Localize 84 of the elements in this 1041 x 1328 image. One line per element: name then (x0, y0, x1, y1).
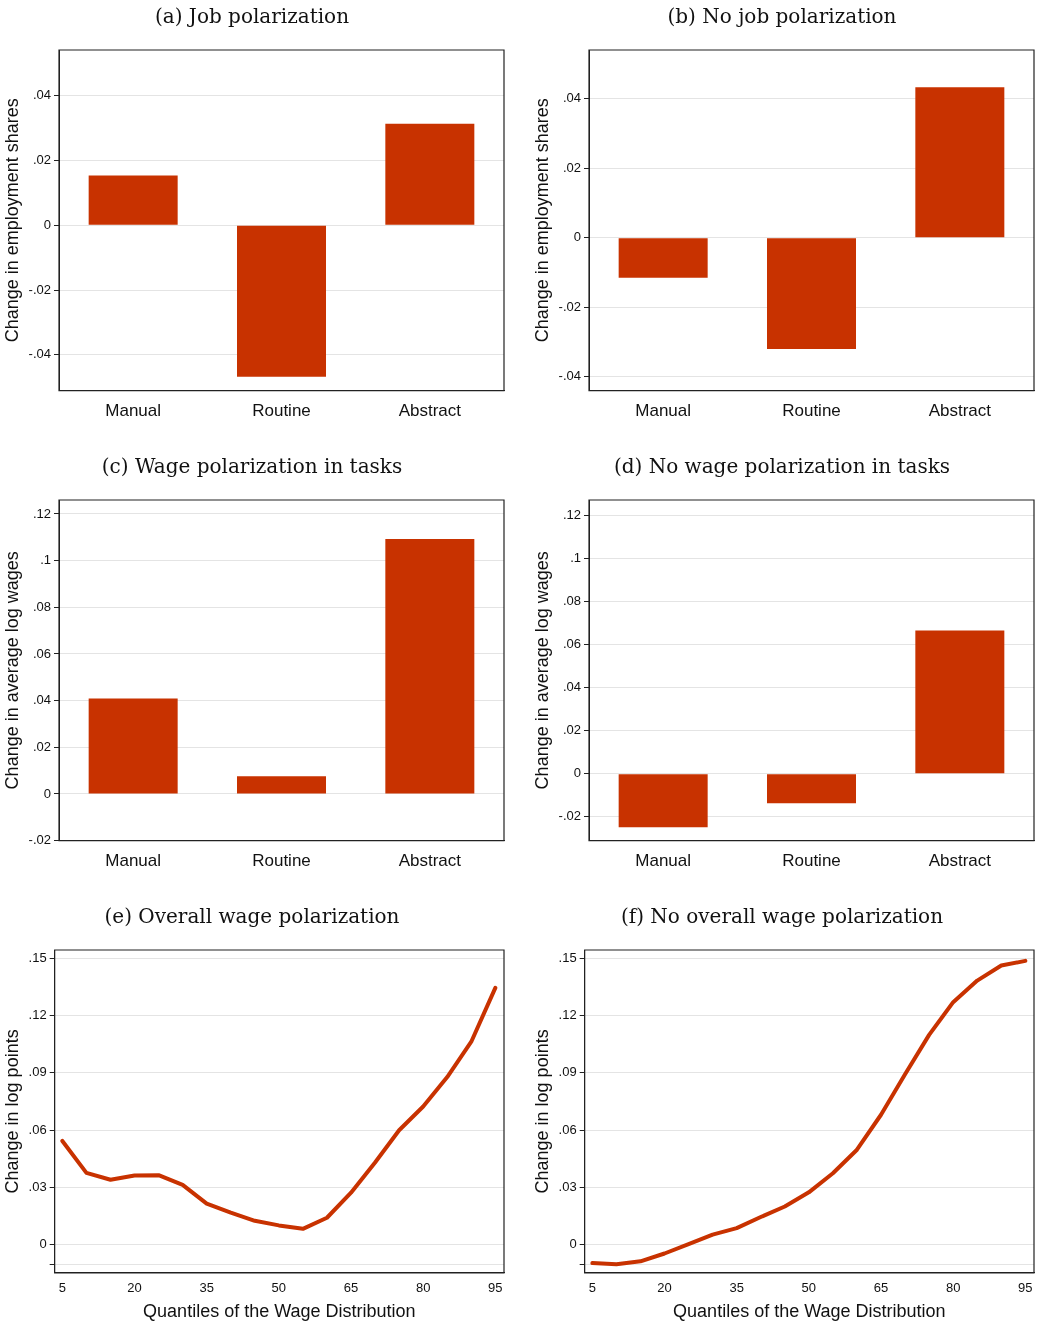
bar (88, 175, 178, 225)
chart-title: (b) No job polarization (667, 4, 897, 29)
y-axis-title: Change in log points (531, 1029, 552, 1194)
y-tick-label: .04 (32, 86, 51, 102)
y-axis-title: Change in employment shares (531, 98, 552, 343)
y-tick-label: .02 (562, 159, 581, 175)
y-tick-label: 0 (43, 785, 51, 801)
x-axis-title: Quantiles of the Wage Distribution (143, 1301, 416, 1322)
bar (237, 225, 326, 377)
x-tick-label: 50 (801, 1280, 817, 1296)
y-tick-label: .15 (28, 949, 47, 965)
y-tick-label: 0 (573, 765, 581, 781)
chart-title: (c) Wage polarization in tasks (101, 454, 403, 479)
y-axis-title: Change in log points (1, 1029, 22, 1194)
y-tick-label: -.02 (558, 298, 581, 314)
chart-title: (f) No overall wage polarization (620, 904, 944, 929)
x-tick-label: Abstract (398, 851, 462, 871)
y-tick-label: -.04 (558, 368, 581, 384)
chart-title: (d) No wage polarization in tasks (613, 454, 951, 479)
y-tick-label: -.02 (28, 281, 51, 297)
y-tick-label: .06 (28, 1121, 47, 1137)
x-tick-label: Abstract (928, 401, 992, 421)
x-tick-label: 35 (199, 1280, 214, 1296)
x-tick-label: 65 (343, 1280, 359, 1296)
y-tick-label: .03 (558, 1179, 577, 1195)
x-tick-label: 5 (58, 1280, 66, 1296)
y-axis-title: Change in average log wages (1, 551, 22, 790)
y-tick-label: 0 (43, 216, 51, 232)
x-tick-label: Routine (252, 401, 311, 421)
y-tick-label: .02 (562, 722, 581, 738)
x-axis-title: Quantiles of the Wage Distribution (673, 1301, 946, 1322)
bar (237, 776, 326, 794)
x-tick-label: Manual (635, 851, 692, 871)
y-tick-label: .06 (562, 636, 581, 652)
y-tick-label: .12 (28, 1007, 47, 1023)
x-tick-label: Routine (782, 851, 841, 871)
bar (88, 698, 178, 794)
y-tick-label: .15 (558, 949, 577, 965)
y-tick-label: .02 (32, 738, 51, 754)
y-tick-label: 0 (39, 1236, 47, 1252)
x-tick-label: 95 (1018, 1280, 1033, 1296)
y-tick-label: .08 (32, 598, 51, 614)
y-tick-label: .12 (558, 1007, 577, 1023)
x-tick-label: Abstract (928, 851, 992, 871)
x-tick-label: 20 (127, 1280, 142, 1296)
y-tick-label: .1 (40, 552, 51, 568)
y-tick-label: -.02 (558, 808, 581, 824)
x-tick-label: 50 (271, 1280, 287, 1296)
y-tick-label: .06 (32, 645, 51, 661)
x-tick-label: 95 (488, 1280, 503, 1296)
y-tick-label: .12 (32, 505, 51, 521)
y-tick-label: -.02 (28, 832, 51, 848)
chart-title: (a) Job polarization (154, 4, 350, 29)
x-tick-label: Routine (252, 851, 311, 871)
y-tick-label: 0 (573, 229, 581, 245)
y-tick-label: .04 (562, 679, 581, 695)
x-tick-label: Manual (635, 401, 692, 421)
y-tick-label: .02 (32, 151, 51, 167)
x-tick-label: 80 (415, 1280, 431, 1296)
y-tick-label: -.04 (28, 346, 51, 362)
x-tick-label: 5 (588, 1280, 596, 1296)
y-tick-label: .04 (32, 692, 51, 708)
x-tick-label: Abstract (398, 401, 462, 421)
y-axis-title: Change in employment shares (1, 98, 22, 343)
y-tick-label: .04 (562, 90, 581, 106)
bar (385, 123, 475, 225)
x-tick-label: Manual (105, 851, 162, 871)
x-tick-label: Routine (782, 401, 841, 421)
y-tick-label: .12 (562, 506, 581, 522)
x-tick-label: 65 (873, 1280, 889, 1296)
y-tick-label: .09 (558, 1064, 577, 1080)
y-tick-label: .06 (558, 1121, 577, 1137)
y-tick-label: .08 (562, 592, 581, 608)
chart-title: (e) Overall wage polarization (104, 904, 400, 929)
y-tick-label: 0 (569, 1236, 577, 1252)
x-tick-label: 80 (945, 1280, 961, 1296)
bar (385, 538, 475, 794)
x-tick-label: 20 (657, 1280, 672, 1296)
x-tick-label: Manual (105, 401, 162, 421)
y-tick-label: .09 (28, 1064, 47, 1080)
y-tick-label: .1 (570, 549, 581, 565)
y-tick-label: .03 (28, 1179, 47, 1195)
y-axis-title: Change in average log wages (531, 551, 552, 790)
x-tick-label: 35 (729, 1280, 744, 1296)
